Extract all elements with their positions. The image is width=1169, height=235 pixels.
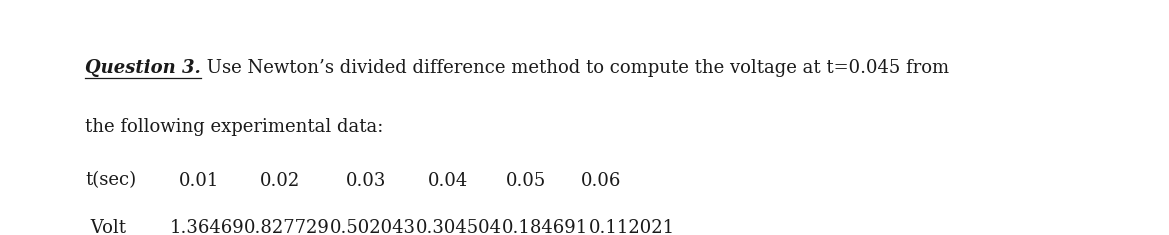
Text: 1.36469: 1.36469 bbox=[170, 219, 244, 235]
Text: 0.184691: 0.184691 bbox=[503, 219, 588, 235]
Text: Use Newton’s divided difference method to compute the voltage at t=0.045 from: Use Newton’s divided difference method t… bbox=[201, 59, 949, 77]
Text: t(sec): t(sec) bbox=[85, 172, 137, 190]
Text: 0.02: 0.02 bbox=[260, 172, 299, 190]
Text: 0.06: 0.06 bbox=[581, 172, 622, 190]
Text: 0.05: 0.05 bbox=[506, 172, 546, 190]
Text: 0.112021: 0.112021 bbox=[588, 219, 675, 235]
Text: the following experimental data:: the following experimental data: bbox=[85, 118, 383, 136]
Text: Volt: Volt bbox=[85, 219, 126, 235]
Text: 0.01: 0.01 bbox=[179, 172, 220, 190]
Text: 0.304504: 0.304504 bbox=[416, 219, 503, 235]
Text: 0.04: 0.04 bbox=[428, 172, 468, 190]
Text: 0.03: 0.03 bbox=[346, 172, 387, 190]
Text: Question 3.: Question 3. bbox=[85, 59, 201, 77]
Text: 0.502043: 0.502043 bbox=[330, 219, 416, 235]
Text: 0.827729: 0.827729 bbox=[244, 219, 330, 235]
